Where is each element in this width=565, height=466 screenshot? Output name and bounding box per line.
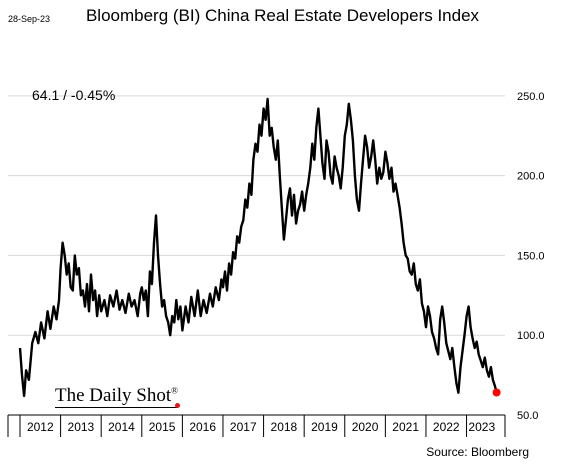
y-tick-labels: 50.0 100.0 150.0 200.0 250.0: [517, 91, 545, 422]
x-tick-labels: 2012 2013 2014 2015 2016 2017 2018 2019 2020 2021…: [27, 420, 496, 434]
logo-registered-mark: ®: [171, 385, 178, 396]
logo-dot: [175, 403, 180, 408]
x-tick-label: 2020: [352, 420, 379, 434]
x-tick-label: 2021: [392, 420, 419, 434]
axes: [7, 414, 506, 437]
last-value-label: 64.1 / -0.45%: [32, 87, 116, 103]
chart-title: Bloomberg (BI) China Real Estate Develop…: [85, 6, 480, 25]
x-tick-label: 2023: [468, 420, 495, 434]
x-tick-label: 2012: [27, 420, 54, 434]
series-line: [18, 97, 498, 398]
y-tick-label: 50.0: [517, 410, 538, 422]
y-tick-label: 200.0: [517, 171, 545, 183]
x-tick-label: 2017: [230, 420, 257, 434]
logo-text: The Daily Shot: [55, 385, 172, 406]
gridlines: [8, 95, 505, 336]
x-tick-label: 2019: [311, 420, 338, 434]
y-tick-label: 250.0: [517, 91, 545, 103]
x-tick-label: 2015: [149, 420, 176, 434]
logo-underline: [55, 407, 178, 408]
y-tick-label: 100.0: [517, 330, 545, 342]
x-tick-label: 2016: [189, 420, 216, 434]
date-stamp: 28-Sep-23: [8, 14, 51, 24]
y-tick-label: 150.0: [517, 250, 545, 262]
x-tick-label: 2022: [433, 420, 460, 434]
x-tick-label: 2018: [271, 420, 298, 434]
x-tick-label: 2014: [108, 420, 135, 434]
series-layer: [18, 97, 501, 398]
last-point-marker: [492, 388, 501, 397]
source-note: Source: Bloomberg: [426, 445, 529, 459]
x-tick-label: 2013: [68, 420, 95, 434]
daily-shot-logo: The Daily Shot®: [55, 385, 178, 407]
